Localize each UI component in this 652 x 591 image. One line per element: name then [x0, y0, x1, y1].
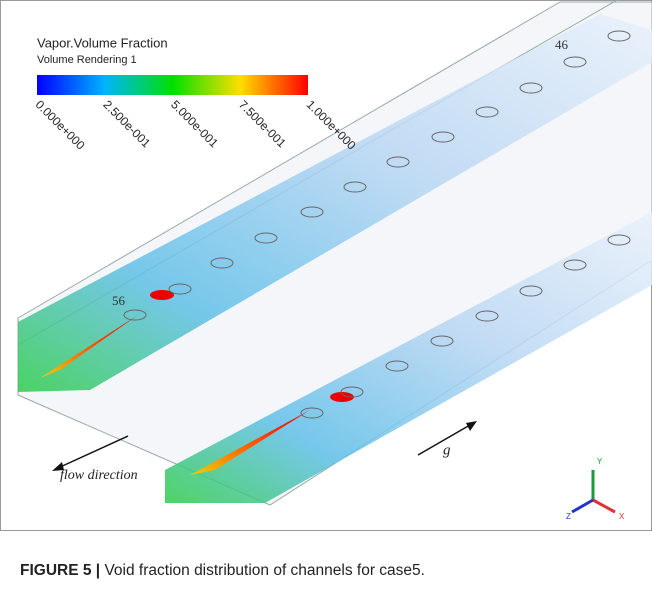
label-46: 46 [555, 37, 569, 52]
flow-label: flow direction [60, 468, 138, 483]
gravity-label: g [443, 442, 451, 458]
label-56: 56 [112, 293, 126, 308]
caption-label: FIGURE 5 | [20, 562, 100, 579]
page: Vapor.Volume Fraction Volume Rendering 1… [0, 0, 652, 591]
colorbar [37, 75, 308, 95]
triad-x-label: X [619, 512, 625, 521]
triad-z-label: Z [566, 512, 571, 521]
triad-y-label: Y [597, 457, 603, 466]
caption: FIGURE 5 | Void fraction distribution of… [20, 562, 425, 580]
caption-text: Void fraction distribution of channels f… [104, 562, 425, 579]
legend-subtitle: Volume Rendering 1 [37, 54, 137, 66]
legend-title: Vapor.Volume Fraction [37, 35, 168, 50]
figure: Vapor.Volume Fraction Volume Rendering 1… [0, 0, 652, 535]
